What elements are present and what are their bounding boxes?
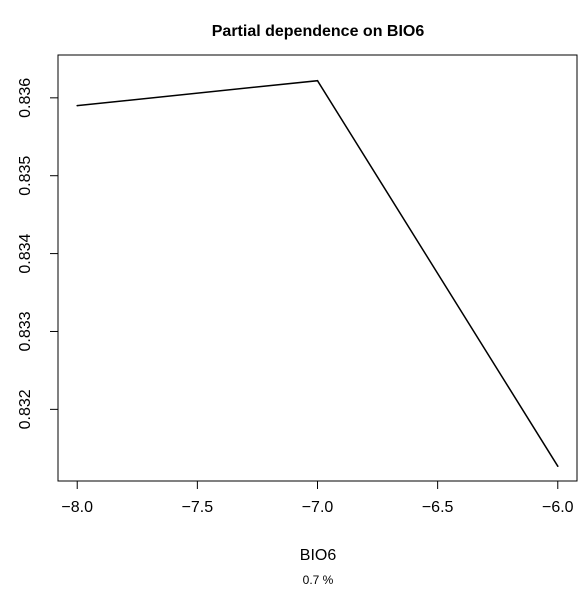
x-tick-label: −6.0 xyxy=(542,499,574,516)
x-tick-label: −7.5 xyxy=(182,499,214,516)
x-tick-label: −7.0 xyxy=(302,499,334,516)
series-line xyxy=(77,79,559,467)
data-point xyxy=(316,79,319,82)
data-point xyxy=(556,465,559,468)
x-axis: −8.0 −7.5 −7.0 −6.5 −6.0 xyxy=(61,480,574,516)
x-axis-sublabel: 0.7 % xyxy=(303,573,334,587)
y-tick-label: 0.832 xyxy=(17,389,34,429)
x-tick-label: −6.5 xyxy=(422,499,454,516)
x-tick-label: −8.0 xyxy=(61,499,93,516)
y-tick-label: 0.836 xyxy=(17,78,34,118)
plot-box xyxy=(57,54,578,482)
chart-title: Partial dependence on BIO6 xyxy=(212,23,425,40)
series-layer xyxy=(76,79,559,468)
x-axis-label: BIO6 xyxy=(300,547,337,564)
y-tick-label: 0.835 xyxy=(17,156,34,196)
y-tick-label: 0.834 xyxy=(17,233,34,273)
y-axis: 0.832 0.833 0.834 0.835 0.836 xyxy=(17,78,59,429)
y-tick-label: 0.833 xyxy=(17,311,34,351)
data-point xyxy=(76,104,79,107)
